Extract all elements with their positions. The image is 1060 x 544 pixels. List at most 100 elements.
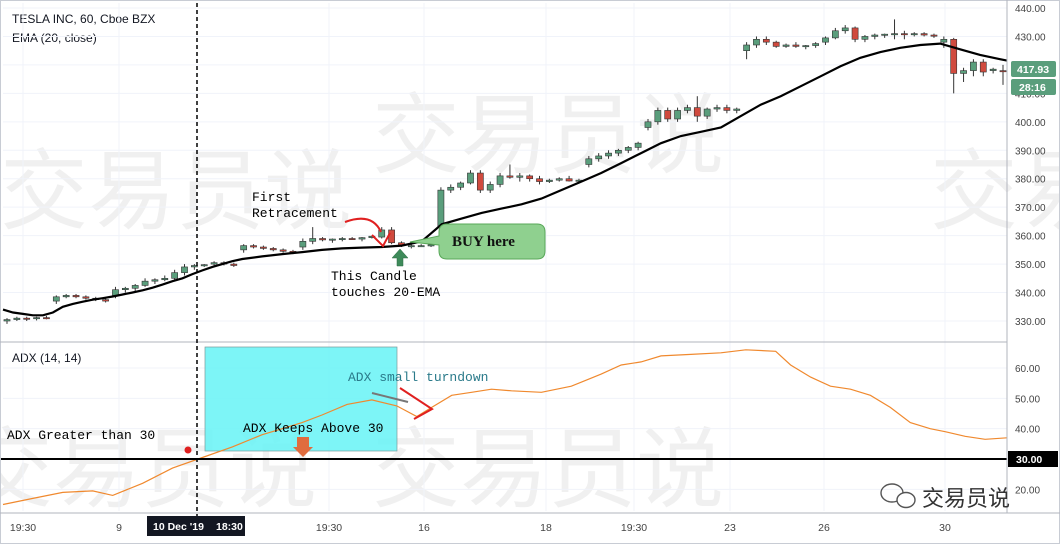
- candle-body-19: [191, 265, 198, 268]
- candle-body-79: [782, 44, 790, 47]
- candle-12: [121, 286, 129, 293]
- candle-body-86: [851, 27, 859, 40]
- note-first: First: [252, 190, 291, 205]
- candle-94: [930, 33, 938, 38]
- candle-body-74: [733, 108, 741, 111]
- cursor-date: 10 Dec '19: [153, 521, 204, 533]
- candle-body-50: [496, 175, 504, 185]
- touch-up-arrow-icon: [391, 248, 409, 267]
- turndown-arrow-icon: [399, 387, 434, 420]
- note-adx-turndown: ADX small turndown: [348, 370, 488, 385]
- candle-body-32: [319, 238, 326, 241]
- candle-body-93: [920, 33, 928, 36]
- last-price-tag: 417.93: [1011, 61, 1056, 77]
- candle-body-90: [891, 33, 898, 36]
- candle-body-48: [476, 172, 484, 191]
- candle-97: [960, 67, 967, 82]
- time-label-7: 26: [818, 522, 830, 534]
- cursor-time: 18:30: [216, 521, 243, 533]
- candle-7: [72, 293, 80, 299]
- candle-53: [526, 174, 534, 182]
- candle-body-33: [329, 238, 336, 241]
- candle-body-5: [52, 296, 60, 302]
- last-price-value: 417.93: [1017, 64, 1049, 76]
- cursor-date-badge: 10 Dec '19 18:30: [147, 516, 245, 536]
- time-label-3: 16: [418, 522, 430, 534]
- candle-50: [496, 173, 504, 188]
- price-tick-5: 380.00: [1015, 175, 1046, 186]
- time-label-5: 19:30: [621, 522, 647, 534]
- price-tick-11: 440.00: [1015, 4, 1046, 15]
- buy-bubble-shape: [409, 223, 546, 260]
- candle-body-36: [358, 237, 366, 240]
- symbol-title: TESLA INC, 60, Cboe BZX: [12, 12, 156, 26]
- candle-body-45: [447, 186, 455, 191]
- candle-body-41: [407, 245, 415, 248]
- price-tick-10: 430.00: [1015, 32, 1046, 43]
- keeps-down-arrow-icon: [293, 437, 313, 457]
- last-price-bg: [1011, 61, 1056, 77]
- candle-83: [822, 36, 829, 45]
- wechat-logo: 交易员说: [880, 483, 1010, 512]
- countdown-value: 28:16: [1019, 82, 1046, 94]
- adx-highlight-box: [204, 346, 398, 452]
- watermark-layer: 交易员说交易员说交易员说交易员说交易员说: [0, 84, 1060, 521]
- candle-2: [23, 316, 31, 321]
- candle-body-17: [171, 272, 179, 279]
- candle-67: [664, 107, 672, 122]
- candle-body-34: [338, 238, 346, 240]
- candle-49: [486, 181, 494, 193]
- candle-57: [565, 175, 573, 182]
- candle-8: [82, 295, 90, 300]
- candle-body-94: [930, 34, 938, 37]
- candle-body-26: [260, 246, 267, 249]
- candle-64: [634, 141, 642, 151]
- candle-body-88: [871, 34, 879, 37]
- time-label-6: 23: [724, 522, 736, 534]
- candle-3: [33, 316, 40, 321]
- candle-body-38: [378, 229, 386, 238]
- candle-33: [329, 238, 336, 243]
- candle-body-89: [881, 33, 889, 36]
- candle-body-56: [555, 178, 563, 181]
- candle-body-99: [979, 61, 987, 73]
- adx-tick-0: 20.00: [1015, 485, 1040, 496]
- candle-80: [792, 42, 800, 48]
- candle-body-18: [181, 266, 188, 273]
- candle-74: [733, 107, 741, 114]
- candle-body-53: [526, 175, 534, 180]
- candle-81: [802, 44, 810, 50]
- logo-text: 交易员说: [922, 487, 1010, 512]
- candle-92: [910, 32, 918, 37]
- candle-body-64: [634, 142, 642, 148]
- candle-body-43: [427, 244, 435, 247]
- candle-body-49: [486, 184, 494, 191]
- candle-body-30: [299, 241, 307, 248]
- candle-body-67: [664, 110, 672, 120]
- candle-body-3: [33, 317, 40, 320]
- candle-18: [181, 264, 188, 276]
- candle-body-39: [388, 229, 395, 244]
- watermark-text-1: 交易员说: [372, 84, 724, 187]
- turndown-pointer-line: [371, 392, 409, 403]
- adx-line: [2, 349, 1008, 506]
- note-retracement: Retracement: [252, 206, 338, 221]
- candle-body-4: [43, 317, 50, 320]
- candle-5: [52, 295, 60, 304]
- candle-101: [999, 64, 1007, 85]
- candle-body-66: [654, 110, 662, 123]
- candle-body-76: [753, 38, 760, 46]
- candle-body-84: [831, 30, 839, 39]
- time-label-1: 9: [116, 522, 122, 534]
- price-tick-1: 340.00: [1015, 289, 1046, 300]
- candle-body-23: [230, 263, 238, 266]
- note-adx-greater: ADX Greater than 30: [7, 428, 155, 443]
- candle-body-81: [802, 45, 810, 48]
- candle-body-77: [762, 38, 770, 43]
- candle-body-15: [151, 279, 159, 282]
- candle-63: [624, 146, 632, 154]
- candle-body-25: [250, 245, 257, 248]
- candle-31: [309, 227, 317, 245]
- candle-1: [13, 316, 21, 321]
